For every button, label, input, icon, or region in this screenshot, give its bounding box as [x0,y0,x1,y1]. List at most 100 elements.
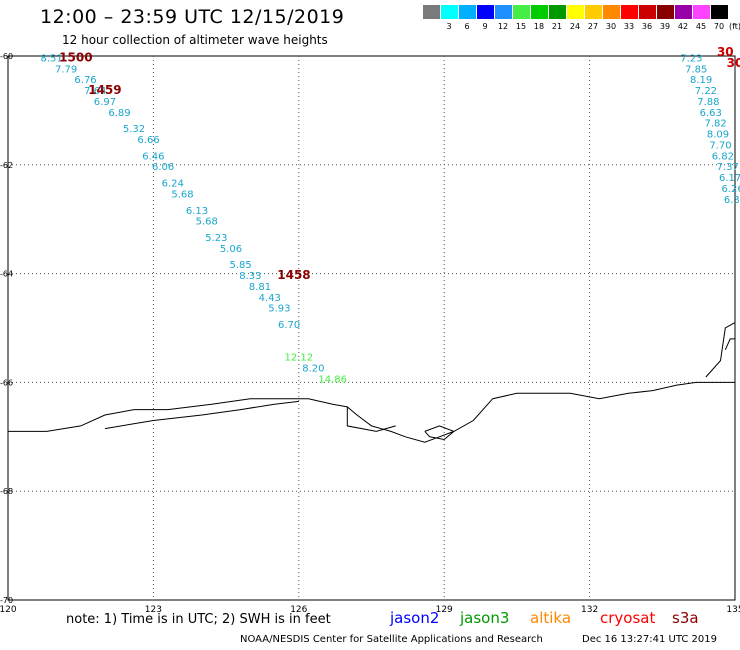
lat-tick-label: -60 [0,52,13,61]
wave-height-label: 5.68 [196,217,218,228]
lon-tick-label: 132 [581,605,598,615]
lat-tick-label: -66 [0,378,13,387]
time-label: 1500 [59,50,92,64]
legend-swatch [441,5,458,19]
legend-label: 12 [497,22,509,31]
wave-height-label: 6.24 [162,179,184,190]
wave-height-label: 7.88 [697,97,719,108]
coastline [8,381,735,443]
wave-height-label: 6.97 [94,97,116,108]
legend-label: 36 [641,22,653,31]
legend-swatch [693,5,710,19]
wave-height-label: 6.76 [74,75,96,86]
page-title: 12:00 – 23:59 UTC 12/15/2019 [40,6,345,28]
legend-label: 70 [713,22,725,31]
wave-height-label: 6.66 [137,135,159,146]
page-subtitle: 12 hour collection of altimeter wave hei… [62,33,328,47]
legend-swatch [657,5,674,19]
lat-tick-label: -62 [0,161,13,170]
time-label: 1459 [88,83,121,97]
wave-height-label: 8.19 [690,75,712,86]
legend-swatch [603,5,620,19]
legend-label: 45 [695,22,707,31]
lat-tick-label: -64 [0,270,13,279]
wave-height-label: 6.17 [719,173,740,184]
coastline [104,400,299,430]
satellite-altika: altika [530,609,572,627]
satellite-jason2: jason2 [390,609,440,627]
wave-height-label: 7.37 [717,162,739,173]
wave-height-label: 6.70 [278,320,300,331]
time-label: 1458 [277,268,310,282]
wave-height-label: 8.33 [239,271,261,282]
credit-line: NOAA/NESDIS Center for Satellite Applica… [240,634,543,645]
legend-label: 27 [587,22,599,31]
coastline [724,338,735,351]
legend-label: 9 [482,22,488,31]
legend-label: 3 [446,22,452,31]
legend-swatch [585,5,602,19]
wave-height-label: 7.64 [84,86,106,97]
wave-height-label: 6.82 [712,151,734,162]
wave-height-label: 7.79 [55,64,77,75]
legend-unit: (ft) [728,22,740,31]
lon-tick-label: 135 [726,605,740,615]
lon-tick-label: 123 [145,605,162,615]
legend-swatch [567,5,584,19]
legend-swatch [675,5,692,19]
wave-height-label: 6.89 [108,108,130,119]
satellite-cryosat: cryosat [600,609,656,627]
legend-label: 18 [533,22,545,31]
wave-height-label: 5.06 [220,244,242,255]
time-label: 30 [727,56,740,70]
legend-swatch [621,5,638,19]
lon-tick-label: 129 [436,605,453,615]
wave-height-label: 5.68 [171,189,193,200]
wave-height-label: 4.43 [259,293,281,304]
satellite-jason3: jason3 [460,609,510,627]
legend-label: 15 [515,22,527,31]
wave-height-label: 12.12 [284,353,313,364]
lat-tick-label: -70 [0,596,13,605]
wave-height-label: 8.81 [249,282,271,293]
legend-label: 21 [551,22,563,31]
wave-height-label: 8.20 [302,364,324,375]
legend-label: 42 [677,22,689,31]
wave-height-label: 6.06 [152,162,174,173]
legend-swatch [549,5,566,19]
time-label: 30 [717,45,734,59]
legend-label: 24 [569,22,581,31]
footer-note: note: 1) Time is in UTC; 2) SWH is in fe… [66,612,331,627]
lon-tick-label: 120 [0,605,17,615]
wave-height-label: 5.32 [123,124,145,135]
legend-swatch [531,5,548,19]
legend-swatch [711,5,728,19]
wave-height-label: 6.37 [724,195,740,206]
coastline [346,406,396,432]
lat-tick-label: -68 [0,487,13,496]
wave-height-label: 5.85 [230,260,252,271]
legend-label: 30 [605,22,617,31]
wave-height-label: 8.09 [707,130,729,141]
coastline [424,425,455,441]
satellite-s3a: s3a [672,609,699,627]
wave-height-label: 7.85 [685,64,707,75]
legend-swatch [639,5,656,19]
legend-swatch [513,5,530,19]
lon-tick-label: 126 [290,605,307,615]
generated-timestamp: Dec 16 13:27:41 UTC 2019 [582,634,717,645]
wave-height-label: 6.46 [142,151,164,162]
legend-label: 6 [464,22,470,31]
legend-swatch [459,5,476,19]
wave-height-label: 7.70 [709,140,731,151]
map-frame [7,55,736,601]
wave-height-label: 7.23 [680,53,702,64]
wave-height-label: 7.22 [695,86,717,97]
wave-height-label: 6.26 [721,184,740,195]
wave-height-label: 6.63 [700,108,722,119]
coastline [705,322,736,378]
wave-height-label: 6.13 [186,206,208,217]
legend-swatch [477,5,494,19]
wave-height-label: 7.82 [704,119,726,130]
